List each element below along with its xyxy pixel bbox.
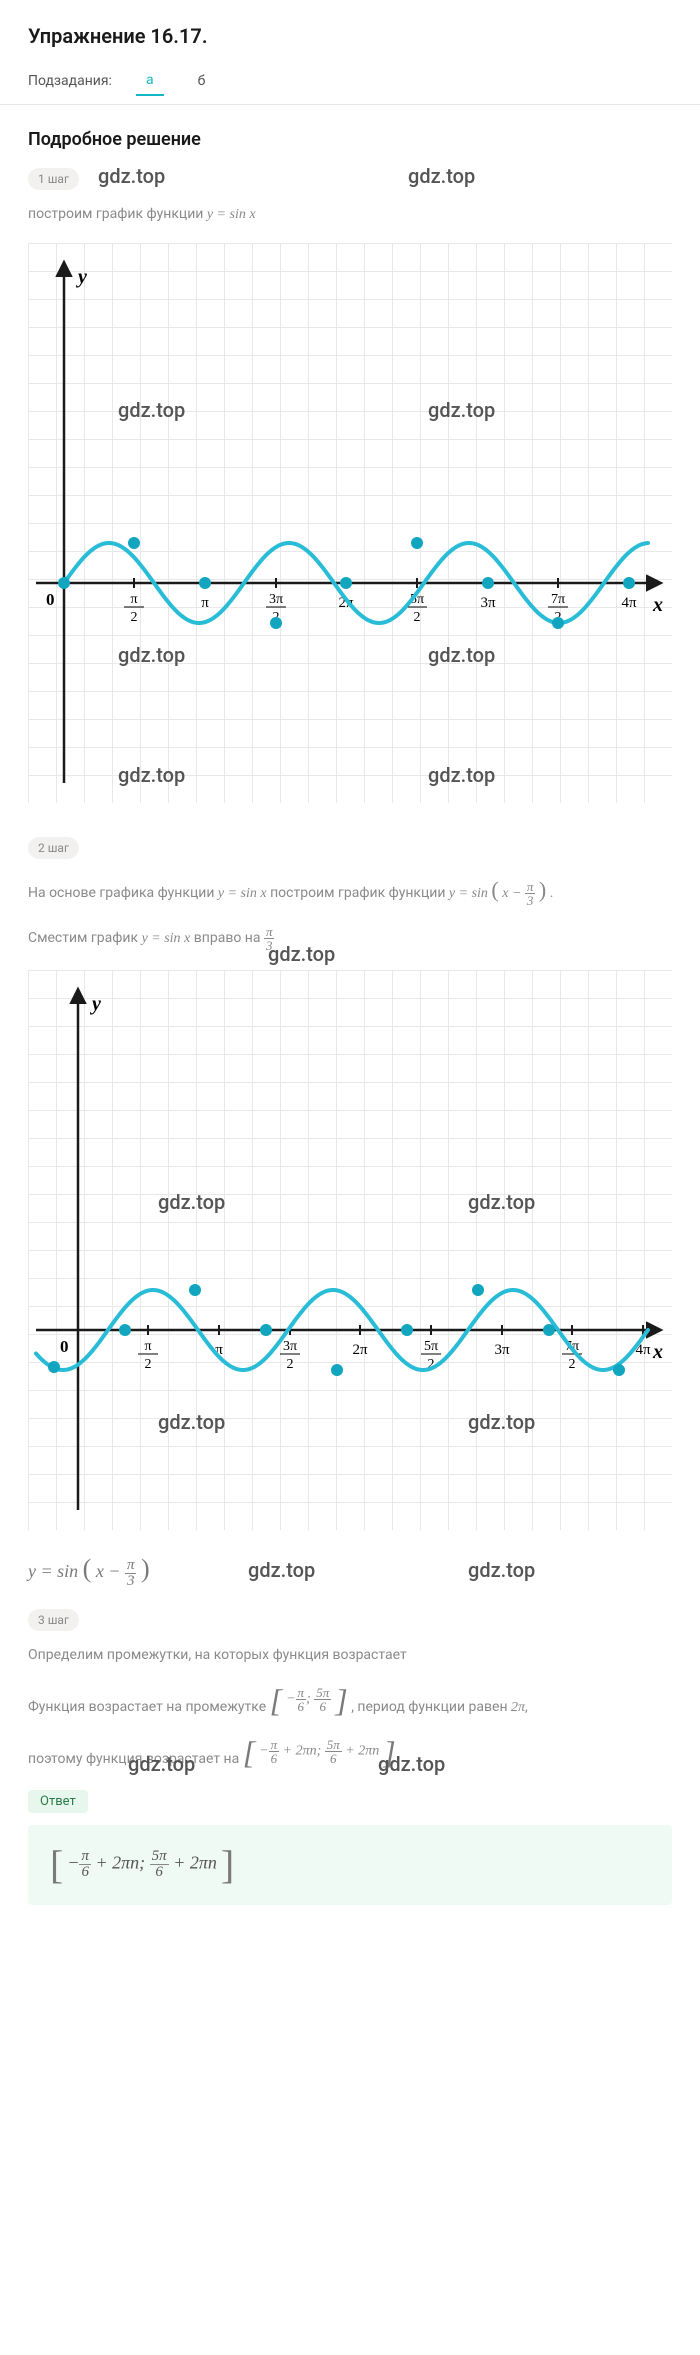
t: Сместим график [28,930,142,946]
f: y = sin x [218,886,267,901]
svg-text:π: π [130,592,137,607]
step-1-prefix: построим график функции [28,206,207,222]
step-3-text1: Определим промежутки, на которых функция… [28,1645,672,1666]
d: 6 [150,1865,169,1880]
n: π [296,1686,307,1700]
svg-text:2: 2 [145,1357,152,1372]
svg-text:x: x [652,1341,663,1363]
n: π [269,1738,280,1752]
svg-text:3π: 3π [283,1339,297,1354]
svg-text:2: 2 [414,610,421,625]
divider [0,104,700,105]
chart-2: yx0π2π3π22π5π23π7π24π gdz.topgdz.topgdz.… [28,970,672,1530]
svg-text:2π: 2π [352,1342,368,1358]
tail: + 2πn [279,1744,316,1759]
d: 6 [325,1752,342,1765]
n: 5π [150,1849,169,1865]
solution-heading: Подробное решение [28,129,672,150]
d: 6 [269,1752,280,1765]
svg-text:3π: 3π [494,1342,510,1358]
num: π [525,880,536,894]
period: 2π [511,1700,525,1715]
tail: + 2πn [169,1853,217,1873]
svg-text:x: x [652,594,663,616]
num: π [125,1558,137,1574]
d: 6 [79,1865,91,1880]
den: 3 [125,1574,137,1589]
sin: y = sin [28,1561,78,1581]
tail: + 2πn [91,1853,139,1873]
m: − [67,1853,79,1873]
step-2-line2: Сместим график y = sin x вправо на π3 [28,925,672,952]
svg-text:7π: 7π [551,592,565,607]
svg-text:π: π [144,1339,151,1354]
num: π [264,925,275,939]
n: 5π [314,1686,331,1700]
den: 3 [264,939,275,952]
den: 3 [525,894,536,907]
d: 6 [314,1700,331,1713]
sin: y = sin [449,886,488,901]
arg: x − [96,1561,121,1581]
t: поэтому функция возрастает на [28,1751,243,1767]
n: π [79,1849,91,1865]
f: y = sin ( x − π3 ) [449,886,550,901]
watermark: gdz.top [98,164,165,188]
answer-interval: [ −π6 + 2πn; 5π6 + 2πn ] [50,1845,234,1885]
t: построим график функции [270,885,449,901]
interval-2: [ −π6 + 2πn; 5π6 + 2πn ] [243,1736,396,1768]
step-3-badge: 3 шаг [28,1609,79,1631]
subtasks-label: Подзадания: [28,73,112,89]
spacer [28,827,672,837]
answer-label: Ответ [28,1790,88,1813]
svg-text:y: y [90,993,101,1015]
t: вправо на [194,930,264,946]
exercise-title: Упражнение 16.17. [28,24,672,48]
svg-text:5π: 5π [424,1339,438,1354]
chart-2-svg: yx0π2π3π22π5π23π7π24π [28,970,672,1530]
svg-text:y: y [76,266,87,288]
tab-b[interactable]: б [188,67,216,95]
answer-label-wrap: Ответ [28,1790,672,1813]
step-1-formula: y = sin x [207,207,256,222]
svg-text:π: π [201,595,209,611]
subtasks-row: Подзадания: а б [28,66,672,96]
step-2-badge: 2 шаг [28,837,79,859]
t: Функция возрастает на промежутке [28,1699,270,1715]
chart-1-svg: yx0π2π3π22π5π23π7π24π [28,243,672,803]
svg-text:0: 0 [46,590,55,609]
d: 6 [296,1700,307,1713]
svg-text:3π: 3π [480,595,496,611]
t: На основе графика функции [28,885,218,901]
page-root: Упражнение 16.17. Подзадания: а б Подроб… [0,0,700,1929]
svg-text:4π: 4π [621,595,637,611]
svg-text:0: 0 [60,1337,69,1356]
chart-1: yx0π2π3π22π5π23π7π24π gdz.topgdz.topgdz.… [28,243,672,803]
step-2-line1: На основе графика функции y = sin x пост… [28,873,672,907]
equation-below-chart2: y = sin ( x − π3 ) [28,1554,672,1588]
t: , период функции равен [351,1699,511,1715]
answer-box: [ −π6 + 2πn; 5π6 + 2πn ] [28,1825,672,1905]
step-1-badge: 1 шаг [28,168,79,190]
interval-1: [ −π6; 5π6 ] [270,1684,348,1716]
step-1-text: построим график функции y = sin x [28,204,672,225]
tab-a[interactable]: а [136,66,164,96]
svg-text:2: 2 [287,1357,294,1372]
n: 5π [325,1738,342,1752]
svg-text:2: 2 [569,1357,576,1372]
svg-text:3π: 3π [269,592,283,607]
watermark: gdz.top [408,164,475,188]
step-3-text2: Функция возрастает на промежутке [ −π6; … [28,1684,672,1718]
step-3-text3: поэтому функция возрастает на [ −π6 + 2π… [28,1736,672,1770]
arg: x − [502,886,521,901]
f: y = sin x [142,931,191,946]
svg-text:2: 2 [131,610,138,625]
m: − [259,1744,268,1759]
tail: + 2πn [342,1744,379,1759]
